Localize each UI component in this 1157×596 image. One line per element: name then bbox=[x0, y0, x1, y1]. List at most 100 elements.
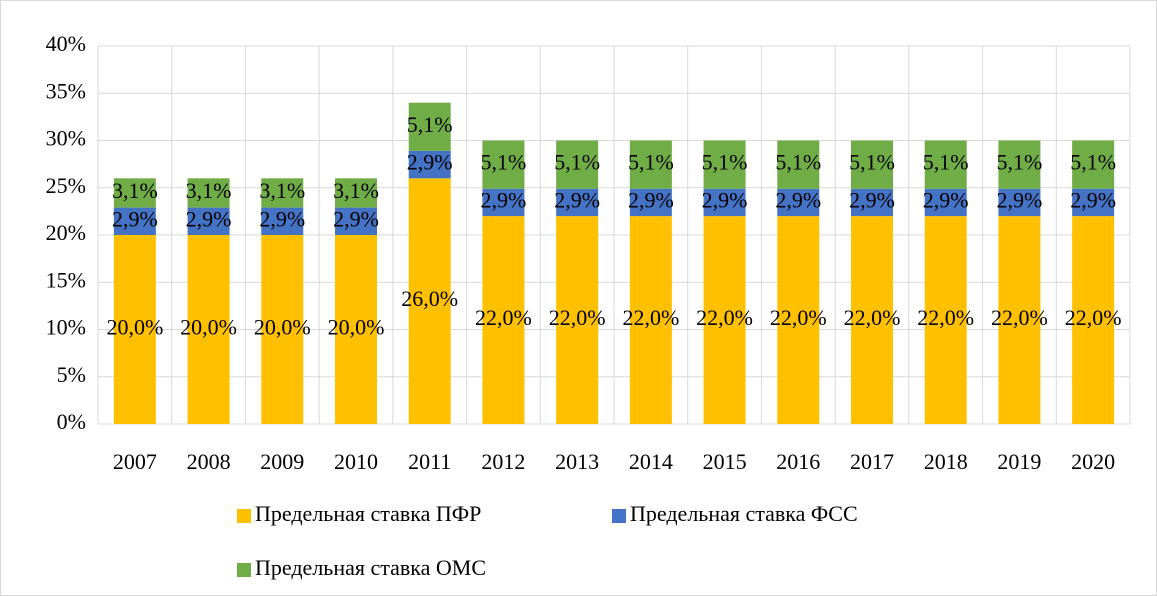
bar-segment bbox=[703, 216, 746, 424]
value-label: 2,9% bbox=[112, 206, 158, 231]
value-label: 5,1% bbox=[628, 150, 674, 175]
bar-segment bbox=[998, 188, 1041, 217]
x-tick-label: 2009 bbox=[260, 449, 304, 474]
bar-segment bbox=[335, 207, 377, 235]
bar-segment bbox=[851, 140, 893, 189]
value-label: 2,9% bbox=[554, 187, 600, 212]
value-label: 5,1% bbox=[702, 150, 748, 175]
bar-segment bbox=[1072, 216, 1115, 424]
y-tick-label: 40% bbox=[46, 31, 86, 56]
value-label: 3,1% bbox=[333, 178, 379, 203]
x-tick-label: 2016 bbox=[776, 449, 820, 474]
value-label: 2,9% bbox=[1070, 187, 1116, 212]
value-label: 3,1% bbox=[112, 178, 158, 203]
bar-segment bbox=[187, 178, 230, 208]
x-tick-label: 2017 bbox=[850, 449, 894, 474]
bar-segment bbox=[408, 102, 451, 151]
bar-segment bbox=[556, 140, 599, 189]
legend-swatch bbox=[237, 563, 251, 577]
value-label: 22,0% bbox=[622, 305, 679, 330]
value-label: 22,0% bbox=[549, 305, 606, 330]
bar-segment bbox=[556, 188, 599, 217]
y-tick-label: 15% bbox=[46, 267, 86, 292]
value-label: 2,9% bbox=[923, 187, 969, 212]
x-tick-label: 2013 bbox=[555, 449, 599, 474]
x-tick-label: 2011 bbox=[408, 449, 451, 474]
bar-segment bbox=[113, 178, 156, 208]
legend-label: Предельная ставка ФСС bbox=[630, 501, 858, 526]
value-label: 20,0% bbox=[328, 315, 385, 340]
bar-segment bbox=[777, 188, 820, 217]
value-label: 2,9% bbox=[775, 187, 821, 212]
value-label: 3,1% bbox=[259, 178, 305, 203]
value-label: 2,9% bbox=[333, 206, 379, 231]
value-label: 5,1% bbox=[997, 150, 1043, 175]
bar-segment bbox=[629, 140, 672, 189]
x-tick-label: 2008 bbox=[187, 449, 231, 474]
legend-swatch bbox=[612, 509, 626, 523]
bar-segment bbox=[924, 140, 967, 189]
bar-segment bbox=[924, 216, 967, 424]
value-label: 5,1% bbox=[923, 150, 969, 175]
bar-segment bbox=[703, 188, 746, 217]
legend-swatch bbox=[237, 509, 251, 523]
x-tick-label: 2010 bbox=[334, 449, 378, 474]
y-tick-label: 20% bbox=[46, 220, 86, 245]
bar-segment bbox=[482, 216, 525, 424]
bar-segment bbox=[482, 188, 525, 217]
bar-segment bbox=[261, 207, 304, 235]
bar-segment bbox=[1072, 188, 1115, 217]
x-tick-label: 2007 bbox=[113, 449, 157, 474]
y-tick-label: 0% bbox=[57, 409, 86, 434]
value-label: 5,1% bbox=[554, 150, 600, 175]
bar-segment bbox=[851, 216, 893, 424]
value-label: 22,0% bbox=[844, 305, 901, 330]
value-label: 22,0% bbox=[991, 305, 1048, 330]
bar-segment bbox=[113, 235, 156, 424]
y-tick-label: 10% bbox=[46, 315, 86, 340]
value-label: 3,1% bbox=[186, 178, 232, 203]
value-label: 5,1% bbox=[1070, 150, 1116, 175]
x-tick-label: 2012 bbox=[481, 449, 525, 474]
value-label: 22,0% bbox=[696, 305, 753, 330]
value-label: 5,1% bbox=[407, 112, 453, 137]
value-label: 22,0% bbox=[1065, 305, 1122, 330]
bar-segment bbox=[629, 188, 672, 217]
bar-segment bbox=[924, 188, 967, 217]
value-label: 2,9% bbox=[481, 187, 527, 212]
bar-segment bbox=[998, 140, 1041, 189]
value-label: 5,1% bbox=[849, 150, 895, 175]
bar-segment bbox=[998, 216, 1041, 424]
value-label: 22,0% bbox=[770, 305, 827, 330]
bar-segment bbox=[335, 178, 377, 208]
value-label: 2,9% bbox=[407, 150, 453, 175]
value-label: 20,0% bbox=[254, 315, 311, 340]
y-tick-label: 25% bbox=[46, 173, 86, 198]
bar-segment bbox=[629, 216, 672, 424]
bar-segment bbox=[187, 235, 230, 424]
value-label: 2,9% bbox=[849, 187, 895, 212]
x-tick-label: 2020 bbox=[1071, 449, 1115, 474]
value-label: 2,9% bbox=[186, 206, 232, 231]
legend-label: Предельная ставка ОМС bbox=[255, 555, 486, 580]
value-label: 5,1% bbox=[481, 150, 527, 175]
x-tick-label: 2015 bbox=[703, 449, 747, 474]
bar-segment bbox=[187, 207, 230, 235]
y-tick-label: 35% bbox=[46, 78, 86, 103]
x-tick-label: 2014 bbox=[629, 449, 673, 474]
x-tick-label: 2019 bbox=[997, 449, 1041, 474]
bar-segment bbox=[777, 216, 820, 424]
bar-segment bbox=[113, 207, 156, 235]
value-label: 2,9% bbox=[628, 187, 674, 212]
value-label: 2,9% bbox=[997, 187, 1043, 212]
bar-segment bbox=[335, 235, 377, 424]
value-label: 5,1% bbox=[775, 150, 821, 175]
bar-segment bbox=[408, 178, 451, 424]
value-label: 2,9% bbox=[259, 206, 305, 231]
bar-segment bbox=[851, 188, 893, 217]
bar-segment bbox=[408, 150, 451, 179]
bar-segment bbox=[482, 140, 525, 189]
value-label: 20,0% bbox=[106, 315, 163, 340]
